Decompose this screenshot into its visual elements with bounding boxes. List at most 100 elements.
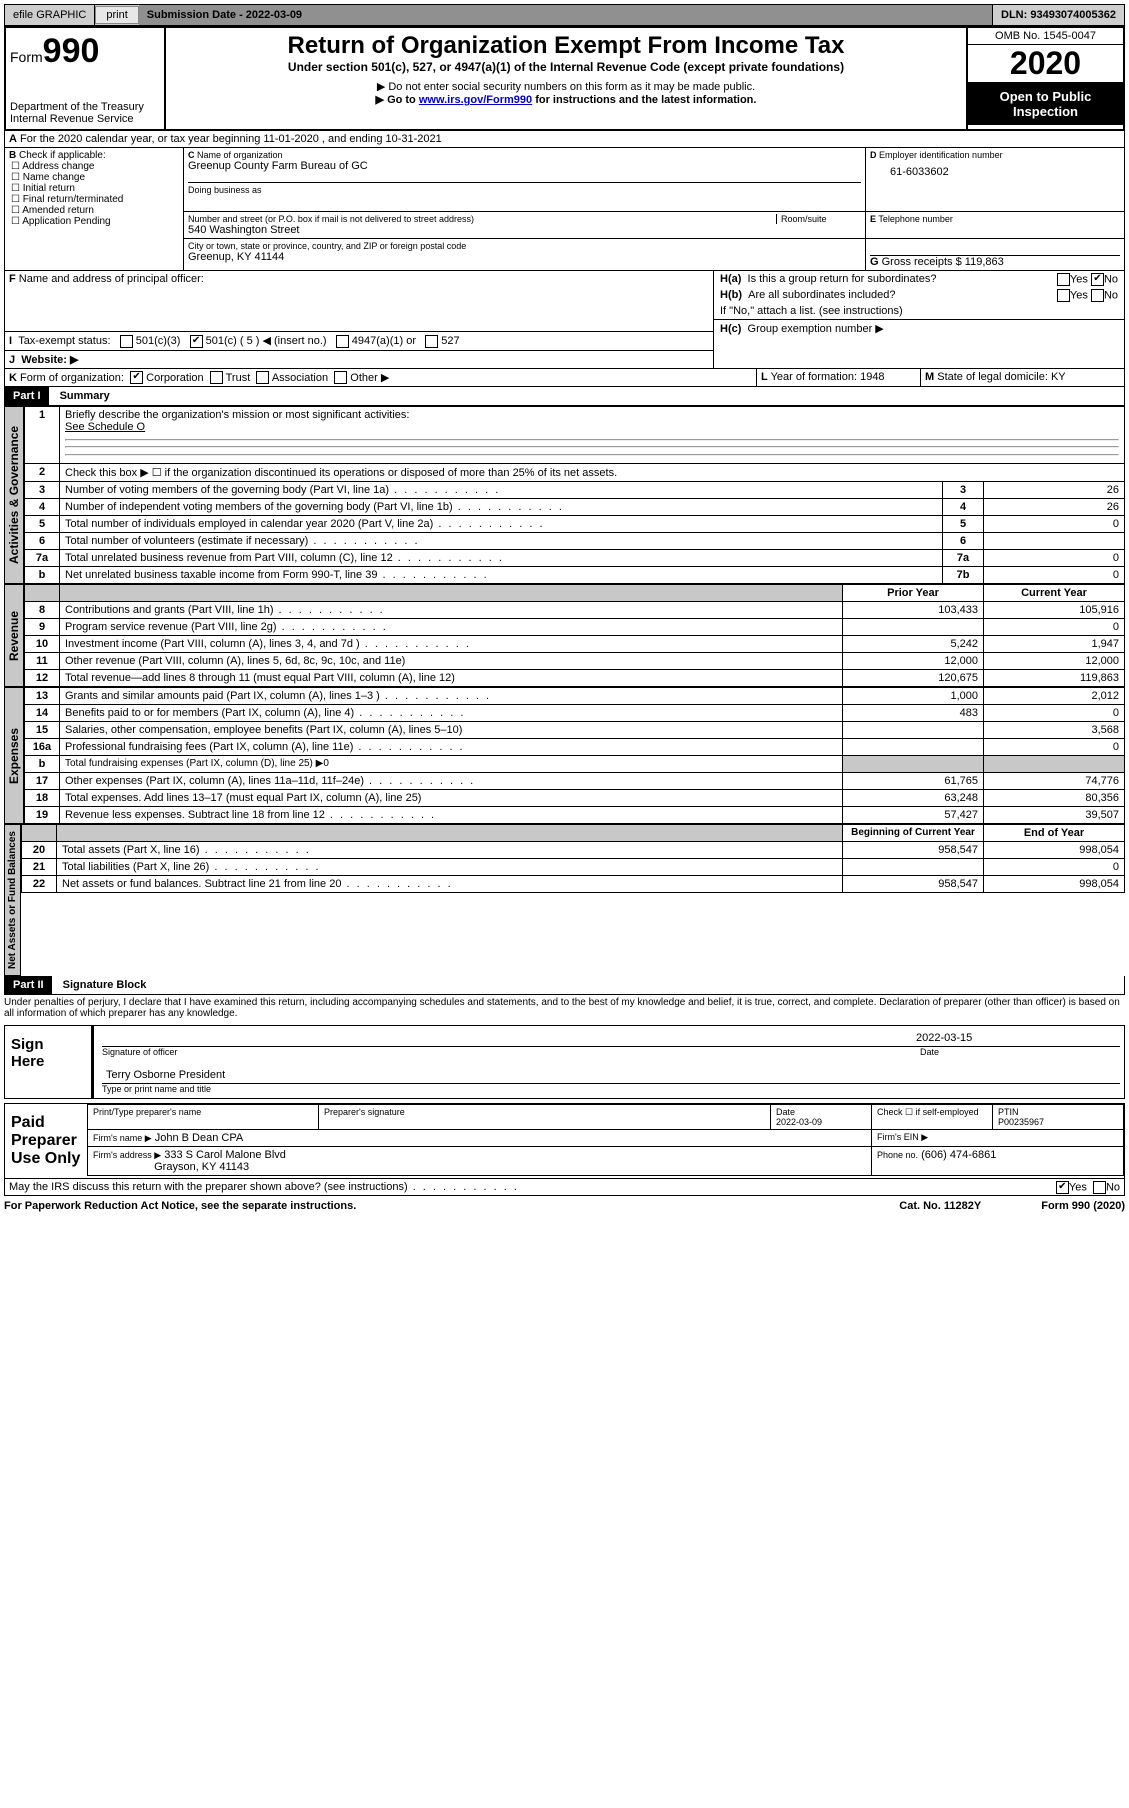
vtab-netassets: Net Assets or Fund Balances: [4, 824, 21, 976]
firm-name: John B Dean CPA: [155, 1132, 243, 1144]
discontinued-check: Check this box ▶ ☐ if the organization d…: [60, 464, 1125, 482]
exp-17-py: 61,765: [843, 773, 984, 790]
print-button[interactable]: print: [95, 6, 138, 24]
row-5-desc: Total number of individuals employed in …: [60, 516, 943, 533]
vtab-activities: Activities & Governance: [4, 406, 24, 584]
chk-ha-no[interactable]: [1091, 273, 1104, 286]
firm-addr-label: Firm's address ▶: [93, 1150, 161, 1160]
discuss-question: May the IRS discuss this return with the…: [9, 1181, 519, 1193]
dept-treasury: Department of the Treasury: [10, 101, 160, 113]
row-5-val: 0: [984, 516, 1125, 533]
group-exemption: Group exemption number ▶: [748, 323, 884, 335]
rev-11-desc: Other revenue (Part VIII, column (A), li…: [60, 653, 843, 670]
rev-10-desc: Investment income (Part VIII, column (A)…: [60, 636, 843, 653]
rev-12-desc: Total revenue—add lines 8 through 11 (mu…: [60, 670, 843, 687]
row-7a-val: 0: [984, 550, 1125, 567]
efile-label: efile GRAPHIC: [5, 5, 95, 25]
chk-other[interactable]: [334, 371, 347, 384]
exp-14-py: 483: [843, 705, 984, 722]
self-employed-check[interactable]: Check ☐ if self-employed: [872, 1105, 993, 1130]
ptin-value: P00235967: [998, 1117, 1044, 1127]
current-year-hdr: Current Year: [984, 585, 1125, 602]
mission-value: See Schedule O: [65, 421, 145, 433]
preparer-sig-label: Preparer's signature: [319, 1105, 771, 1130]
klm-block: K Form of organization: Corporation Trus…: [4, 369, 1125, 388]
chk-527[interactable]: [425, 335, 438, 348]
form-title: Return of Organization Exempt From Incom…: [176, 32, 956, 60]
chk-assoc[interactable]: [256, 371, 269, 384]
row-6-val: [984, 533, 1125, 550]
rev-8-desc: Contributions and grants (Part VIII, lin…: [60, 602, 843, 619]
ein-value: 61-6033602: [870, 160, 1120, 184]
chk-4947[interactable]: [336, 335, 349, 348]
dln: DLN: 93493074005362: [993, 5, 1124, 25]
rev-8-py: 103,433: [843, 602, 984, 619]
chk-hb-yes[interactable]: [1057, 289, 1070, 302]
domicile: KY: [1051, 371, 1066, 383]
exp-15-cy: 3,568: [984, 722, 1125, 739]
chk-ha-yes[interactable]: [1057, 273, 1070, 286]
rev-11-cy: 12,000: [984, 653, 1125, 670]
exp-18-cy: 80,356: [984, 790, 1125, 807]
rev-10-py: 5,242: [843, 636, 984, 653]
room-label: Room/suite: [776, 214, 861, 224]
org-info-block: B Check if applicable: ☐ Address change …: [4, 148, 1125, 271]
rev-9-cy: 0: [984, 619, 1125, 636]
sig-officer-label: Signature of officer: [102, 1047, 920, 1057]
chk-amended[interactable]: ☐ Amended return: [9, 205, 179, 216]
part2-title: Signature Block: [55, 979, 147, 991]
exp-18-py: 63,248: [843, 790, 984, 807]
form-number: Form990: [10, 32, 160, 71]
exp-16a-desc: Professional fundraising fees (Part IX, …: [60, 739, 843, 756]
rev-12-cy: 119,863: [984, 670, 1125, 687]
org-name-label: Name of organization: [197, 150, 283, 160]
netassets-section: Net Assets or Fund Balances Beginning of…: [4, 824, 1125, 976]
revenue-section: Revenue Prior YearCurrent Year 8Contribu…: [4, 584, 1125, 687]
tax-year: 2020: [968, 45, 1123, 83]
chk-501c[interactable]: [190, 335, 203, 348]
chk-final[interactable]: ☐ Final return/terminated: [9, 194, 179, 205]
chk-501c3[interactable]: [120, 335, 133, 348]
chk-discuss-yes[interactable]: [1056, 1181, 1069, 1194]
sign-date-value: 2022-03-15: [916, 1032, 1116, 1044]
gross-label: Gross receipts $: [882, 256, 962, 268]
subtitle-3: ▶ Go to www.irs.gov/Form990 for instruct…: [176, 93, 956, 106]
exp-19-cy: 39,507: [984, 807, 1125, 824]
city-value: Greenup, KY 41144: [188, 251, 861, 263]
net-21-cy: 0: [984, 859, 1125, 876]
sig-date-label: Date: [920, 1047, 1120, 1057]
sign-here-label: Sign Here: [5, 1026, 87, 1098]
chk-address[interactable]: ☐ Address change: [9, 161, 179, 172]
paid-preparer-label: Paid Preparer Use Only: [5, 1104, 87, 1178]
subtitle-1: Under section 501(c), 527, or 4947(a)(1)…: [176, 60, 956, 74]
form990-link[interactable]: www.irs.gov/Form990: [419, 94, 532, 106]
exp-15-desc: Salaries, other compensation, employee b…: [60, 722, 843, 739]
chk-hb-no[interactable]: [1091, 289, 1104, 302]
ein-label: Employer identification number: [879, 150, 1003, 160]
begin-year-hdr: Beginning of Current Year: [843, 825, 984, 842]
row-3-val: 26: [984, 482, 1125, 499]
exp-16b-cy: [984, 756, 1125, 773]
net-21-py: [843, 859, 984, 876]
net-20-desc: Total assets (Part X, line 16): [57, 842, 843, 859]
chk-initial[interactable]: ☐ Initial return: [9, 183, 179, 194]
form-header: Form990 Department of the Treasury Inter…: [4, 26, 1125, 131]
chk-discuss-no[interactable]: [1093, 1181, 1106, 1194]
exp-14-desc: Benefits paid to or for members (Part IX…: [60, 705, 843, 722]
paperwork-notice: For Paperwork Reduction Act Notice, see …: [4, 1200, 356, 1212]
top-toolbar: efile GRAPHIC print Submission Date - 20…: [4, 4, 1125, 26]
chk-pending[interactable]: ☐ Application Pending: [9, 216, 179, 227]
expenses-section: Expenses 13Grants and similar amounts pa…: [4, 687, 1125, 824]
firm-addr: 333 S Carol Malone Blvd: [164, 1149, 286, 1161]
city-label: City or town, state or province, country…: [188, 241, 861, 251]
row-4-desc: Number of independent voting members of …: [60, 499, 943, 516]
exp-17-cy: 74,776: [984, 773, 1125, 790]
prep-date-value: 2022-03-09: [776, 1117, 822, 1127]
rev-12-py: 120,675: [843, 670, 984, 687]
chk-name[interactable]: ☐ Name change: [9, 172, 179, 183]
firm-name-label: Firm's name ▶: [93, 1133, 152, 1143]
rev-9-py: [843, 619, 984, 636]
activities-section: Activities & Governance 1 Briefly descri…: [4, 406, 1125, 584]
chk-corp[interactable]: [130, 371, 143, 384]
chk-trust[interactable]: [210, 371, 223, 384]
